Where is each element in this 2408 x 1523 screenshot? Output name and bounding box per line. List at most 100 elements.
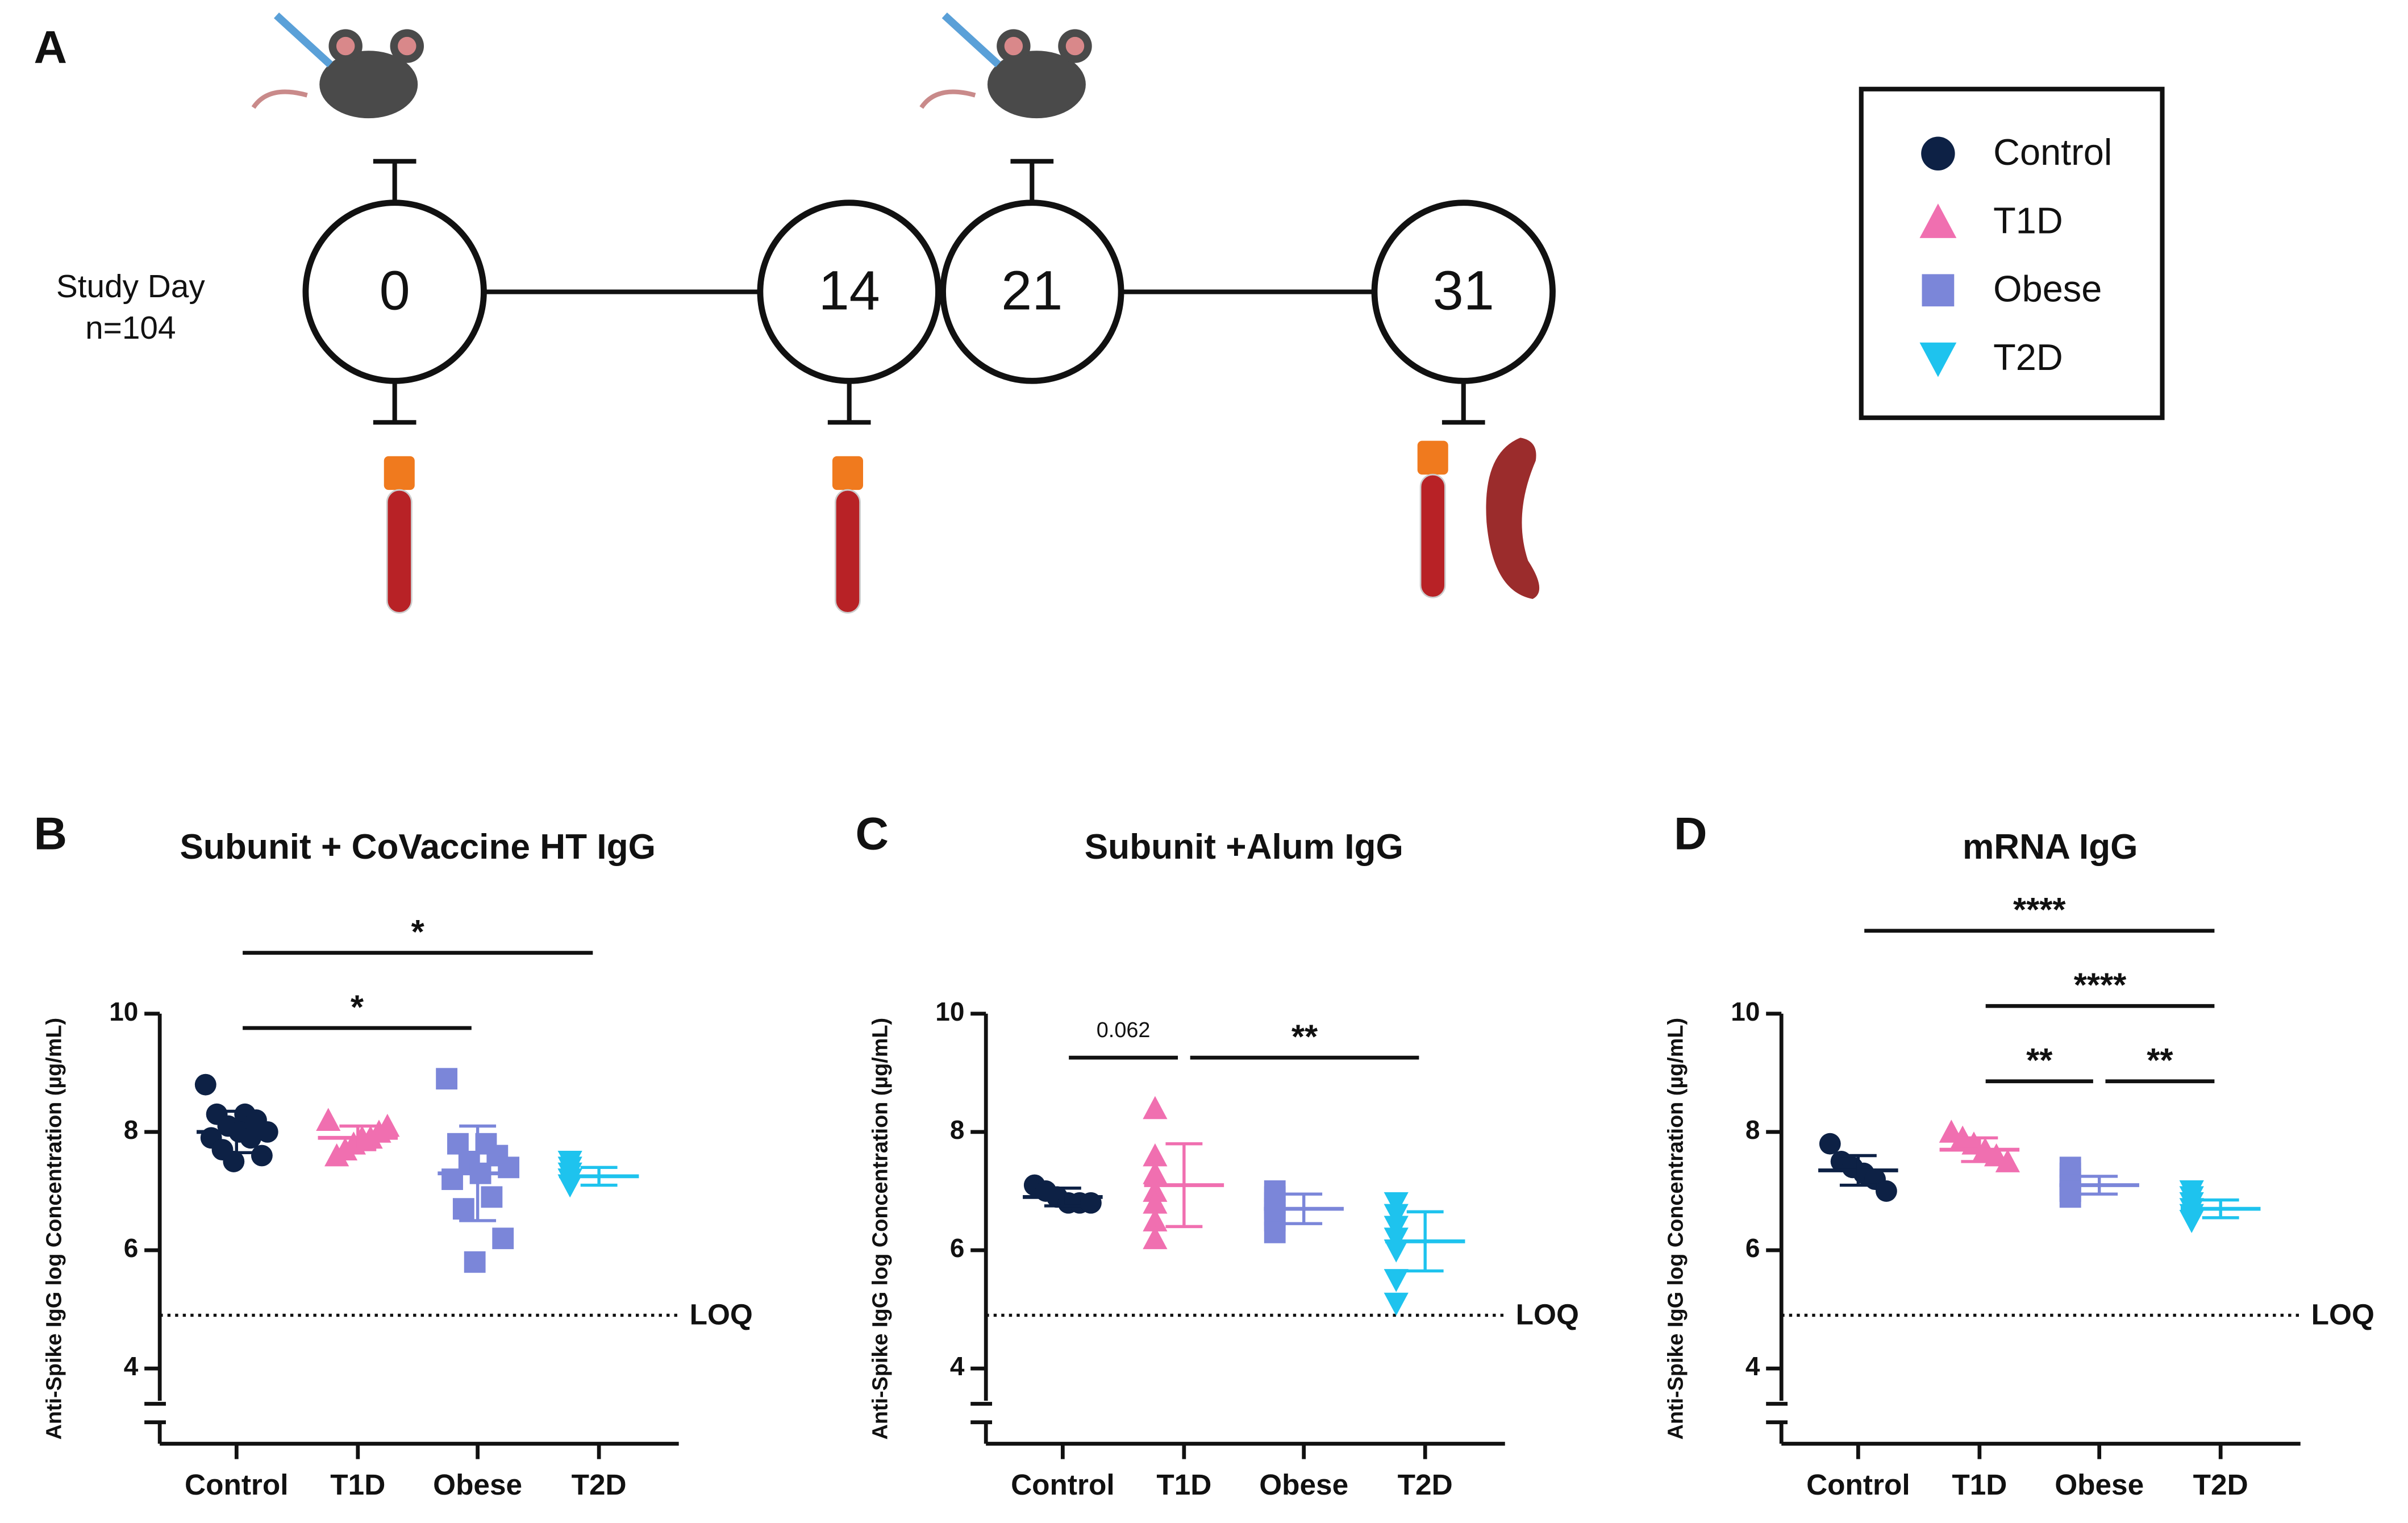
data-point — [464, 1251, 486, 1273]
x-tick-label: T1D — [1156, 1468, 1211, 1501]
error-bar — [2202, 1198, 2239, 1220]
data-point — [452, 1198, 474, 1220]
y-tick-label: 10 — [1731, 997, 1760, 1026]
data-point — [1384, 1292, 1409, 1316]
data-point — [1143, 1161, 1168, 1184]
chart-title: mRNA IgG — [1963, 827, 2138, 867]
legend-label: T2D — [1993, 336, 2063, 378]
timeline-node — [757, 199, 941, 384]
data-point — [1143, 1143, 1168, 1167]
y-tick-label: 4 — [950, 1351, 965, 1381]
y-axis-label: Anti-Spike IgG log Concentration (µg/mL) — [1664, 1018, 1688, 1440]
mouse-icon — [919, 13, 1092, 119]
data-point — [223, 1151, 245, 1172]
x-tick-label: T2D — [1398, 1468, 1453, 1501]
timeline-line — [373, 159, 1485, 425]
x-tick-label: Obese — [2055, 1468, 2144, 1501]
significance-label: ** — [2026, 1041, 2053, 1079]
x-tick-label: T1D — [330, 1468, 385, 1501]
data-point — [436, 1068, 458, 1090]
data-point — [1875, 1180, 1897, 1202]
data-point — [194, 1073, 216, 1096]
reference-label: LOQ — [1516, 1299, 1579, 1331]
x-tick-label: T2D — [2193, 1468, 2248, 1501]
y-tick-label: 6 — [124, 1233, 139, 1263]
x-tick-label: Control — [185, 1468, 289, 1501]
x-tick-label: Control — [1806, 1468, 1910, 1501]
x-tick-label: Obese — [1259, 1468, 1348, 1501]
error-bar — [1839, 1154, 1877, 1187]
spleen-icon — [1486, 438, 1540, 600]
data-point — [1819, 1133, 1841, 1155]
x-tick-label: Obese — [433, 1468, 522, 1501]
data-point — [1143, 1096, 1168, 1120]
chart-title: Subunit + CoVaccine HT IgG — [180, 827, 656, 867]
chart-panel: B Subunit + CoVaccine HT IgG Anti-Spike Ig… — [34, 808, 753, 1500]
x-tick-label: T1D — [1952, 1468, 2007, 1501]
panel-label: B — [34, 808, 68, 859]
data-point — [1384, 1192, 1409, 1216]
data-point — [481, 1186, 503, 1208]
error-bar — [1165, 1142, 1203, 1229]
data-point — [1384, 1204, 1409, 1227]
reference-label: LOQ — [690, 1299, 753, 1331]
error-bar — [1961, 1136, 1998, 1163]
data-point — [2059, 1186, 2081, 1208]
data-point — [251, 1145, 273, 1167]
y-tick-label: 10 — [935, 997, 964, 1026]
data-point — [1143, 1208, 1168, 1231]
chart-title: Subunit +Alum IgG — [1085, 827, 1403, 867]
panel-label: D — [1674, 808, 1707, 859]
timeline-node — [302, 199, 487, 384]
y-tick-label: 4 — [1745, 1351, 1760, 1381]
error-bar — [1406, 1210, 1444, 1273]
legend-label: Control — [1993, 131, 2112, 173]
significance-label: **** — [2013, 891, 2066, 929]
data-point — [324, 1143, 349, 1167]
blood-tube — [832, 456, 863, 614]
y-tick-label: 8 — [950, 1115, 965, 1145]
data-point — [2179, 1210, 2204, 1233]
legend-marker — [1922, 274, 1955, 307]
timeline-day: 21 — [1001, 260, 1063, 322]
y-tick-label: 8 — [124, 1115, 139, 1145]
legend-marker — [1919, 203, 1957, 238]
data-point — [492, 1227, 514, 1250]
timeline-day: 31 — [1433, 260, 1494, 322]
timeline-n: n=104 — [85, 310, 176, 346]
data-point — [316, 1108, 341, 1131]
y-tick-label: 6 — [1745, 1233, 1760, 1263]
data-point — [1143, 1191, 1168, 1214]
y-axis-label: Anti-Spike IgG log Concentration (µg/mL) — [42, 1018, 66, 1440]
y-tick-label: 4 — [124, 1351, 139, 1381]
data-point — [1384, 1216, 1409, 1239]
significance-label: * — [351, 988, 364, 1026]
data-point — [1143, 1179, 1168, 1202]
timeline-node — [1371, 199, 1556, 384]
legend-marker — [1921, 136, 1955, 170]
error-bar — [1044, 1187, 1081, 1208]
data-point — [1384, 1227, 1409, 1251]
timeline-day: 14 — [819, 260, 880, 322]
legend-label: Obese — [1993, 268, 2102, 310]
error-bar — [1285, 1192, 1323, 1225]
y-tick-label: 6 — [950, 1233, 965, 1263]
x-tick-label: Control — [1011, 1468, 1115, 1501]
significance-label: 0.062 — [1097, 1018, 1151, 1042]
error-bar — [2081, 1175, 2118, 1196]
panel-label: C — [855, 808, 889, 859]
significance-label: * — [411, 913, 425, 951]
blood-tube — [1417, 440, 1448, 598]
y-axis-label: Anti-Spike IgG log Concentration (µg/mL) — [868, 1018, 892, 1440]
x-tick-label: T2D — [572, 1468, 627, 1501]
panel-label: A — [34, 22, 68, 73]
error-bar — [218, 1109, 255, 1155]
data-point — [557, 1174, 582, 1198]
significance-label: **** — [2074, 966, 2127, 1004]
error-bar — [339, 1124, 377, 1151]
legend-label: T1D — [1993, 199, 2063, 241]
data-point — [1143, 1226, 1168, 1250]
data-point — [1384, 1269, 1409, 1292]
